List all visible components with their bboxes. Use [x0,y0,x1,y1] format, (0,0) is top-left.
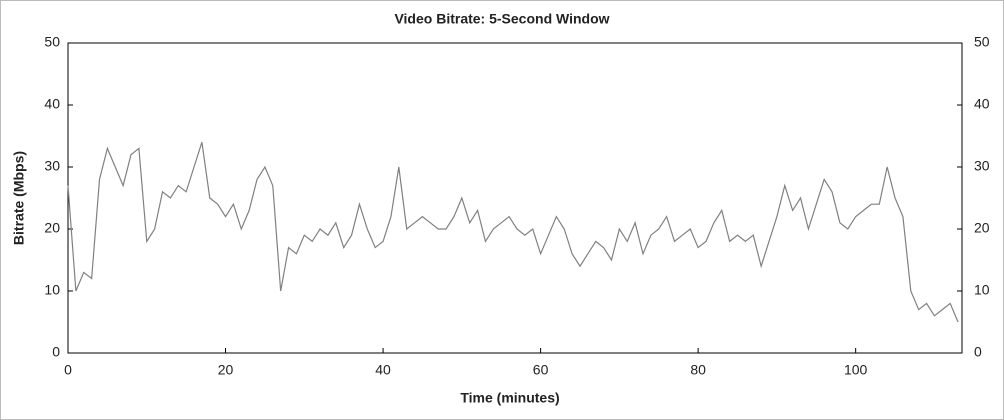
x-tick-label: 80 [690,362,706,378]
x-tick-label: 40 [375,362,391,378]
y-tick-label: 40 [44,96,60,112]
y-tick-label: 50 [44,34,60,50]
y-tick-label: 30 [44,158,60,174]
y2-tick-label: 0 [974,344,982,360]
y2-tick-label: 30 [974,158,990,174]
x-axis-label: Time (minutes) [460,390,559,406]
y2-tick-label: 40 [974,96,990,112]
y2-tick-label: 20 [974,220,990,236]
chart-title: Video Bitrate: 5-Second Window [394,11,609,27]
x-tick-label: 0 [64,362,72,378]
bitrate-line [67,142,959,323]
y-axis-label: Bitrate (Mbps) [11,151,27,245]
x-tick-label: 20 [218,362,234,378]
y-tick-label: 0 [52,344,60,360]
y2-tick-label: 10 [974,282,990,298]
plot-area [67,42,963,354]
y-tick-label: 20 [44,220,60,236]
y2-tick-label: 50 [974,34,990,50]
x-tick-label: 60 [533,362,549,378]
y-tick-label: 10 [44,282,60,298]
x-tick-label: 100 [844,362,868,378]
